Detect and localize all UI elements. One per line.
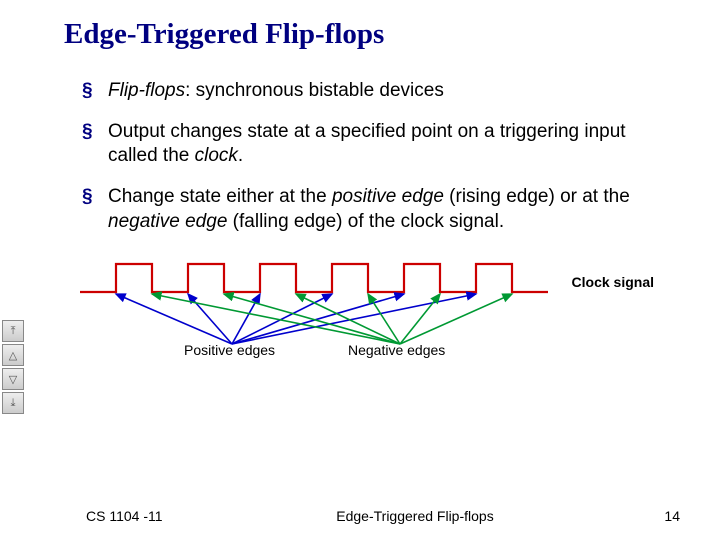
nav-icon-group: ⤒ △ ▽ ⤓ <box>2 320 24 414</box>
bullet-3-c: (falling edge) of the clock signal. <box>227 211 504 232</box>
bullet-2-a: Output changes state at a specified poin… <box>108 121 626 167</box>
footer-course: CS 1104 -11 <box>0 508 230 524</box>
footer-title: Edge-Triggered Flip-flops <box>230 508 660 524</box>
clock-diagram: Clock signal Positive edges Negative edg… <box>54 250 672 370</box>
bullet-3-a: Change state either at the <box>108 186 332 207</box>
nav-last-icon[interactable]: ⤓ <box>2 392 24 414</box>
positive-edges-label: Positive edges <box>184 342 275 358</box>
nav-next-icon[interactable]: ▽ <box>2 368 24 390</box>
bullet-2-b: . <box>238 145 243 166</box>
nav-first-icon[interactable]: ⤒ <box>2 320 24 342</box>
bullet-3-i1: positive edge <box>332 186 444 207</box>
bullet-3-b: (rising edge) or at the <box>444 186 630 207</box>
nav-prev-icon[interactable]: △ <box>2 344 24 366</box>
bullet-1-term: Flip-flops <box>108 80 185 101</box>
bullet-list: Flip-flops: synchronous bistable devices… <box>64 79 672 234</box>
negative-edges-label: Negative edges <box>348 342 445 358</box>
slide-footer: CS 1104 -11 Edge-Triggered Flip-flops 14 <box>0 508 720 524</box>
slide-title: Edge-Triggered Flip-flops <box>64 18 672 51</box>
bullet-1-rest: : synchronous bistable devices <box>185 80 444 101</box>
bullet-3: Change state either at the positive edge… <box>82 185 672 234</box>
footer-page: 14 <box>660 508 720 524</box>
bullet-2: Output changes state at a specified poin… <box>82 120 672 169</box>
bullet-2-term: clock <box>195 145 238 166</box>
bullet-1: Flip-flops: synchronous bistable devices <box>82 79 672 104</box>
clock-signal-label: Clock signal <box>572 274 654 290</box>
bullet-3-i2: negative edge <box>108 211 227 232</box>
